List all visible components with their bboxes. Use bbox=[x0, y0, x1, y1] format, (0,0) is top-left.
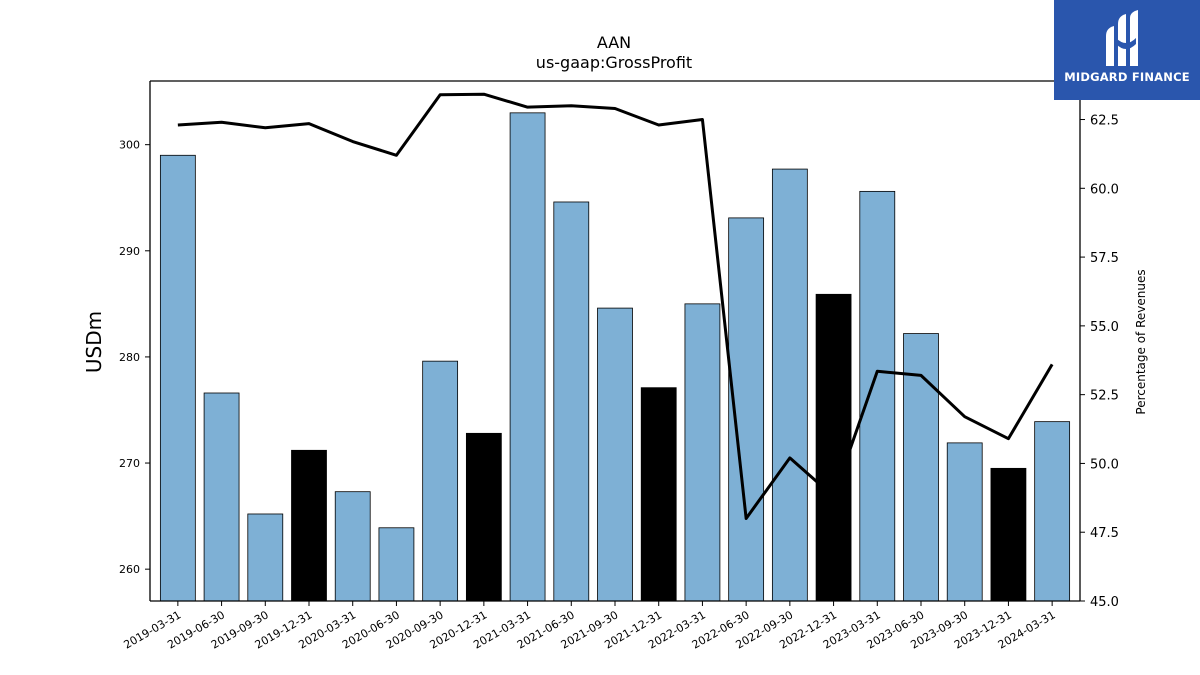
bar-2021-09-30 bbox=[597, 307, 633, 602]
y-axis-label: USDm bbox=[82, 311, 106, 373]
y2-tick-label-57.5: 57.5 bbox=[1090, 251, 1119, 266]
bar-2023-12-31 bbox=[990, 467, 1027, 602]
bar-2021-03-31 bbox=[509, 112, 546, 602]
bar-2020-03-31 bbox=[334, 491, 371, 602]
logo: MIDGARD FINANCE bbox=[1054, 0, 1200, 100]
logo-text: MIDGARD FINANCE bbox=[1064, 70, 1190, 84]
y2-tick-label-45.0: 45.0 bbox=[1090, 595, 1119, 610]
bar-2020-09-30 bbox=[422, 360, 459, 602]
bar-2021-12-31 bbox=[640, 387, 677, 602]
chart-subtitle: us-gaap:GrossProfit bbox=[536, 53, 692, 72]
y2-tick-label-52.5: 52.5 bbox=[1090, 389, 1119, 404]
y2-axis-label: Percentage of Revenues bbox=[1134, 269, 1148, 414]
series-line-percentage bbox=[177, 92, 1054, 520]
bar-2020-06-30 bbox=[378, 527, 415, 602]
bar-2023-09-30 bbox=[946, 442, 983, 602]
chart-title: AAN bbox=[597, 33, 631, 52]
bar-2024-03-31 bbox=[1034, 421, 1071, 602]
x-ticks-group: 2019-03-312019-06-302019-09-302019-12-31… bbox=[121, 601, 1058, 652]
y-tick-label-270: 270 bbox=[119, 457, 140, 470]
y-tick-label-300: 300 bbox=[119, 139, 140, 152]
y-tick-label-280: 280 bbox=[119, 351, 140, 364]
y2-tick-label-62.5: 62.5 bbox=[1090, 114, 1119, 129]
y-tick-label-260: 260 bbox=[119, 563, 140, 576]
y2-tick-label-60.0: 60.0 bbox=[1090, 182, 1119, 197]
bar-2021-06-30 bbox=[553, 201, 590, 602]
midgard-logo-icon bbox=[1106, 10, 1138, 66]
y2-tick-label-55.0: 55.0 bbox=[1090, 320, 1119, 335]
y2-tick-label-50.0: 50.0 bbox=[1090, 457, 1119, 472]
y-ticks-group: 260 270 280 290 300 bbox=[119, 139, 150, 576]
y2-ticks-group: 45.0 47.5 50.0 52.5 55.0 57.5 60.0 62.5 bbox=[1080, 114, 1119, 610]
bar-2022-09-30 bbox=[771, 168, 808, 602]
bar-2022-03-31 bbox=[684, 303, 721, 602]
bar-2023-03-31 bbox=[859, 190, 896, 602]
bar-2019-03-31 bbox=[159, 154, 196, 602]
bar-2019-12-31 bbox=[291, 449, 327, 602]
bar-group bbox=[159, 112, 1071, 602]
y-tick-label-290: 290 bbox=[119, 245, 140, 258]
line-group bbox=[177, 92, 1054, 520]
bar-2019-06-30 bbox=[203, 392, 240, 602]
y2-tick-label-47.5: 47.5 bbox=[1090, 526, 1119, 541]
bar-2023-06-30 bbox=[903, 333, 939, 602]
bar-2019-09-30 bbox=[247, 513, 284, 602]
bar-2022-12-31 bbox=[815, 293, 852, 602]
bar-2020-12-31 bbox=[465, 432, 502, 602]
